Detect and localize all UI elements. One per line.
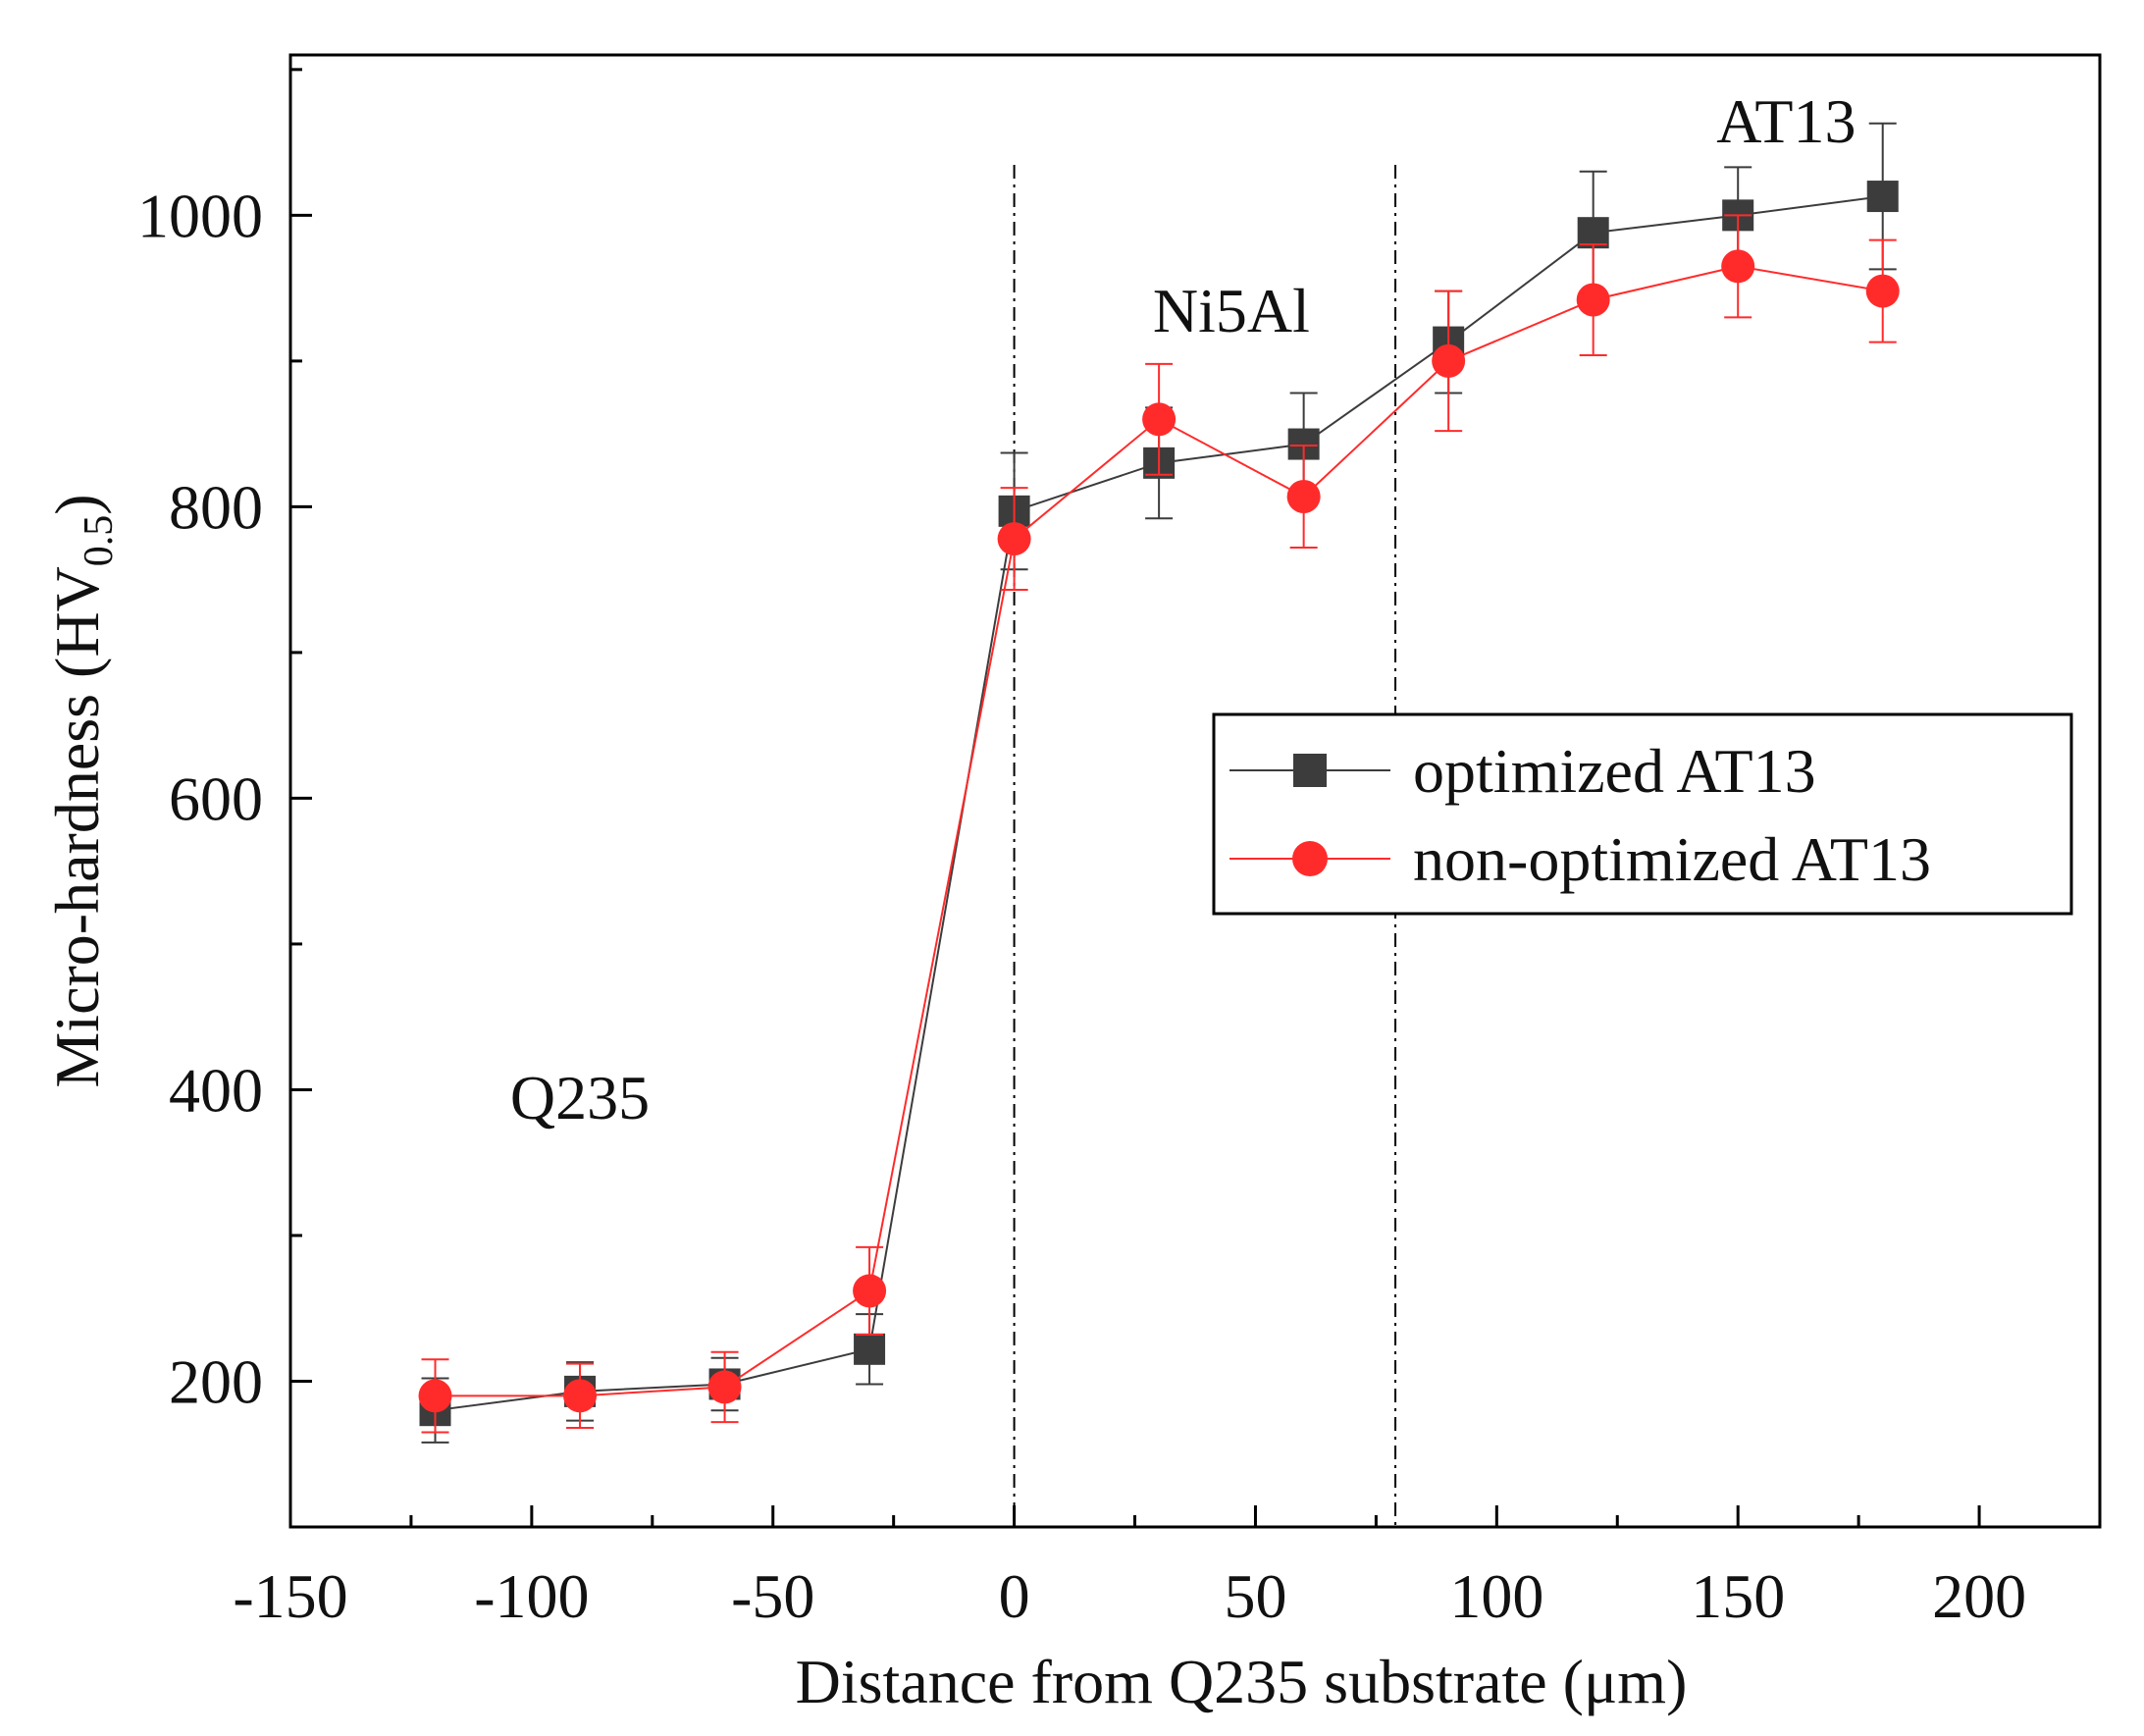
legend-box: [1212, 712, 2073, 916]
region-label-ni5al: Ni5Al: [1153, 276, 1310, 345]
x-axis-label: Distance from Q235 substrate (μm): [796, 1647, 1688, 1716]
series-non-optimized: [418, 214, 1900, 1434]
y-tick-label: 600: [169, 763, 263, 833]
data-point: [997, 522, 1031, 556]
x-tick-label: 50: [1224, 1561, 1286, 1631]
data-point: [1142, 402, 1177, 437]
x-tick-label: 200: [1932, 1561, 2026, 1631]
legend: optimized AT13 non-optimized AT13: [1212, 712, 2073, 916]
region-labels: Q235 Ni5Al AT13: [510, 86, 1856, 1132]
legend-marker-optimized: [1293, 754, 1327, 787]
y-axis-label-close: ): [42, 494, 112, 514]
tick-labels: -150 -100 -50 0 50 100 150 200 200 400 600 800 1000: [137, 181, 2026, 1631]
data-point: [1432, 343, 1466, 378]
plot-series: [418, 122, 1900, 1444]
y-tick-label: 800: [169, 472, 263, 542]
data-point: [1866, 181, 1899, 213]
y-axis-label-subscript: 0.5: [77, 515, 122, 567]
legend-marker-nonoptimized: [1292, 841, 1328, 876]
legend-label-optimized: optimized AT13: [1413, 736, 1816, 806]
x-tick-label: -50: [731, 1561, 814, 1631]
y-tick-label: 200: [169, 1346, 263, 1416]
axis-ticks: [288, 68, 2102, 1527]
x-tick-label: -150: [233, 1561, 347, 1631]
y-tick-label: 1000: [137, 181, 263, 250]
data-point: [1865, 274, 1900, 308]
data-point: [1721, 249, 1755, 284]
data-point: [418, 1379, 452, 1413]
data-point: [563, 1379, 598, 1413]
y-tick-label: 400: [169, 1055, 263, 1125]
x-tick-label: 150: [1691, 1561, 1785, 1631]
y-axis-label-main: Micro-hardness (HV: [42, 566, 112, 1087]
region-label-at13: AT13: [1716, 86, 1856, 156]
data-point: [707, 1370, 742, 1404]
region-label-q235: Q235: [510, 1063, 650, 1132]
data-point: [1576, 283, 1610, 317]
data-point: [854, 1333, 886, 1365]
legend-label-nonoptimized: non-optimized AT13: [1413, 824, 1931, 894]
x-tick-label: -100: [474, 1561, 589, 1631]
x-tick-label: 0: [999, 1561, 1030, 1631]
y-axis-label: Micro-hardness (HV0.5): [42, 494, 122, 1087]
data-point: [1286, 480, 1321, 513]
plot-frame: [288, 53, 2102, 1529]
data-point: [853, 1274, 887, 1308]
x-tick-label: 100: [1449, 1561, 1543, 1631]
data-point: [1577, 217, 1609, 249]
